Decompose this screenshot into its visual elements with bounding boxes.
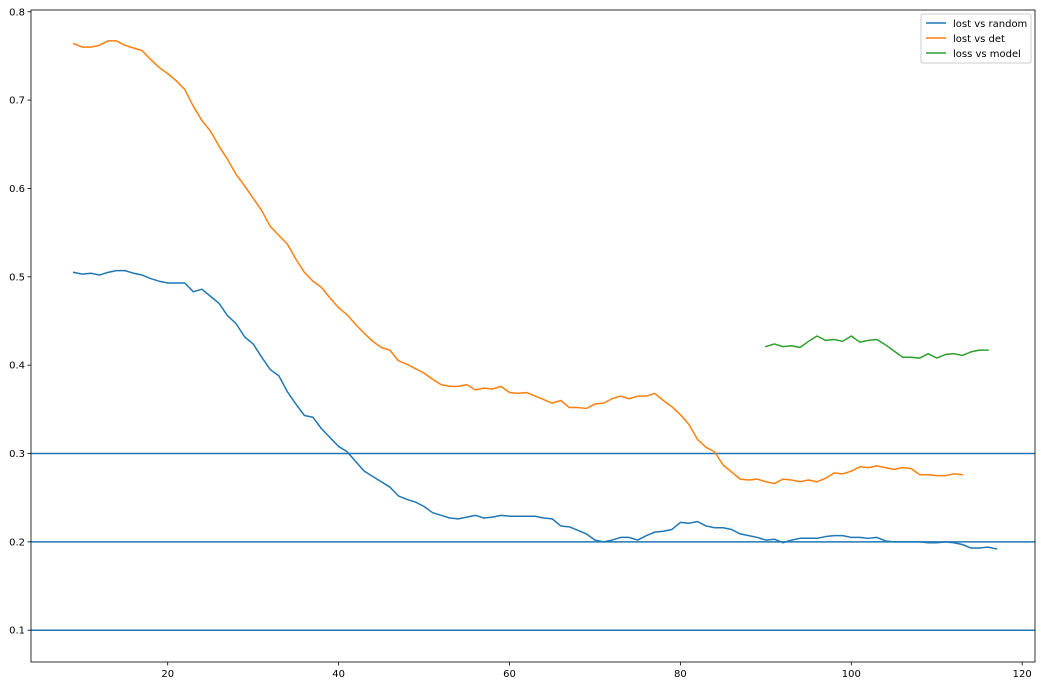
series-line-loss-vs-model [764, 335, 989, 359]
series-line-lost-vs-det [72, 40, 964, 485]
x-tick-label-100: 100 [842, 669, 861, 680]
plot-area [31, 10, 1035, 662]
legend-box [920, 13, 1032, 64]
x-tick-label-20: 20 [161, 669, 174, 680]
y-tick-label-0-1: 0.1 [9, 626, 25, 637]
y-tick-label-0-4: 0.4 [9, 361, 25, 372]
reference-lines [31, 452, 1035, 631]
legend-label-lost-vs-random: lost vs random [953, 19, 1027, 30]
x-tick-label-60: 60 [503, 669, 516, 680]
y-tick-label-0-3: 0.3 [9, 449, 25, 460]
y-axis: 0.1 0.2 0.3 0.4 0.5 0.6 0.7 0.8 [9, 7, 31, 637]
y-tick-label-0-7: 0.7 [9, 96, 25, 107]
plot-frame [30, 9, 1036, 663]
x-tick-label-40: 40 [332, 669, 345, 680]
x-tick-label-120: 120 [1013, 669, 1032, 680]
legend-label-loss-vs-model: loss vs model [953, 49, 1021, 60]
y-tick-label-0-6: 0.6 [9, 184, 25, 195]
x-tick-label-80: 80 [674, 669, 687, 680]
y-tick-label-0-2: 0.2 [9, 537, 25, 548]
x-axis: 20 40 60 80 100 120 [161, 662, 1032, 680]
legend: lost vs random lost vs det loss vs model [920, 13, 1032, 64]
legend-label-lost-vs-det: lost vs det [953, 34, 1005, 45]
y-tick-label-0-8: 0.8 [9, 7, 25, 18]
y-tick-label-0-5: 0.5 [9, 272, 25, 283]
series-lines [72, 40, 998, 550]
series-line-lost-vs-random [72, 269, 998, 550]
